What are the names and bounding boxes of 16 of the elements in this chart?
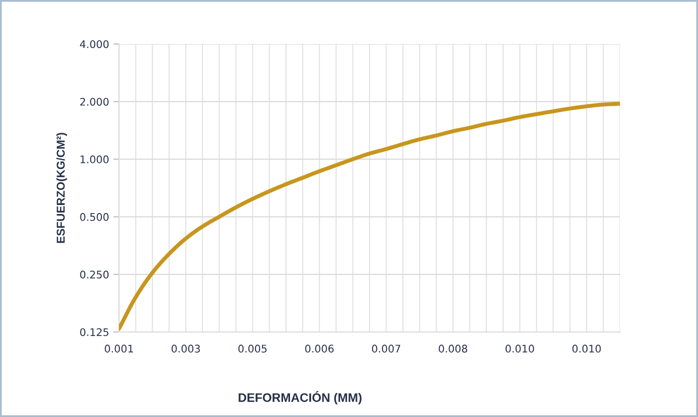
y-axis-title: ESFUERZO(KG/CM²): [56, 132, 67, 243]
x-tick-label: 0.008: [438, 344, 468, 353]
x-tick-label: 0.005: [238, 344, 267, 353]
y-tick-label: 4.000: [80, 40, 109, 48]
x-tick-label: 0.010: [572, 344, 601, 353]
y-tick-label: 1.000: [80, 155, 109, 164]
y-tick-label: 0.125: [80, 328, 108, 336]
x-tick-label: 0.003: [172, 344, 200, 353]
x-tick-label: 0.010: [506, 344, 534, 353]
y-tick-label: 2.000: [80, 98, 109, 106]
y-tick-label: 0.250: [80, 270, 109, 279]
x-tick-label: 0.007: [372, 344, 400, 353]
y-tick-label: 0.500: [80, 213, 109, 221]
x-tick-label: 0.001: [104, 344, 133, 353]
x-tick-label: 0.006: [305, 344, 334, 353]
x-axis-title: DEFORMACIÓN (MM): [238, 391, 362, 404]
